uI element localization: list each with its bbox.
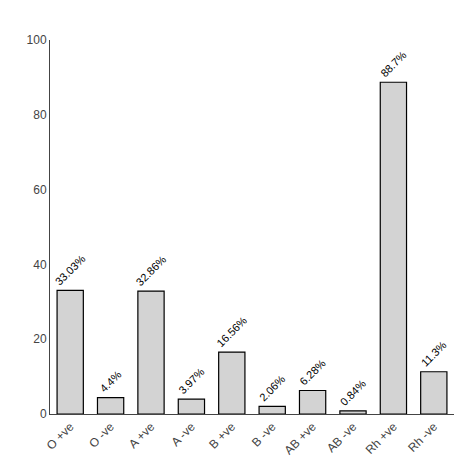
svg-text:AB +ve: AB +ve	[281, 420, 319, 458]
svg-text:100: 100	[27, 33, 47, 47]
svg-text:33.03%: 33.03%	[53, 252, 88, 287]
svg-text:Rh -ve: Rh -ve	[405, 420, 440, 455]
svg-text:88.7%: 88.7%	[378, 49, 409, 80]
svg-text:20: 20	[33, 332, 47, 346]
svg-text:A -ve: A -ve	[169, 420, 198, 449]
svg-text:16.56%: 16.56%	[214, 314, 249, 349]
svg-text:A +ve: A +ve	[126, 420, 158, 452]
svg-text:40: 40	[33, 258, 47, 272]
svg-text:2.06%: 2.06%	[257, 373, 288, 404]
svg-text:B +ve: B +ve	[206, 420, 238, 452]
svg-text:4.4%: 4.4%	[97, 368, 123, 394]
svg-text:11.3%: 11.3%	[419, 339, 449, 369]
svg-text:0.84%: 0.84%	[338, 377, 369, 408]
svg-text:32.86%: 32.86%	[133, 253, 168, 288]
svg-text:3.97%: 3.97%	[176, 365, 207, 396]
svg-text:6.28%: 6.28%	[297, 357, 328, 388]
svg-text:80: 80	[33, 108, 47, 122]
svg-text:O -ve: O -ve	[86, 420, 117, 451]
svg-text:0: 0	[40, 407, 47, 421]
svg-text:AB -ve: AB -ve	[324, 420, 360, 456]
svg-text:B -ve: B -ve	[249, 420, 279, 450]
svg-text:60: 60	[33, 183, 47, 197]
svg-text:Rh +ve: Rh +ve	[363, 420, 400, 457]
svg-text:O +ve: O +ve	[44, 420, 77, 453]
